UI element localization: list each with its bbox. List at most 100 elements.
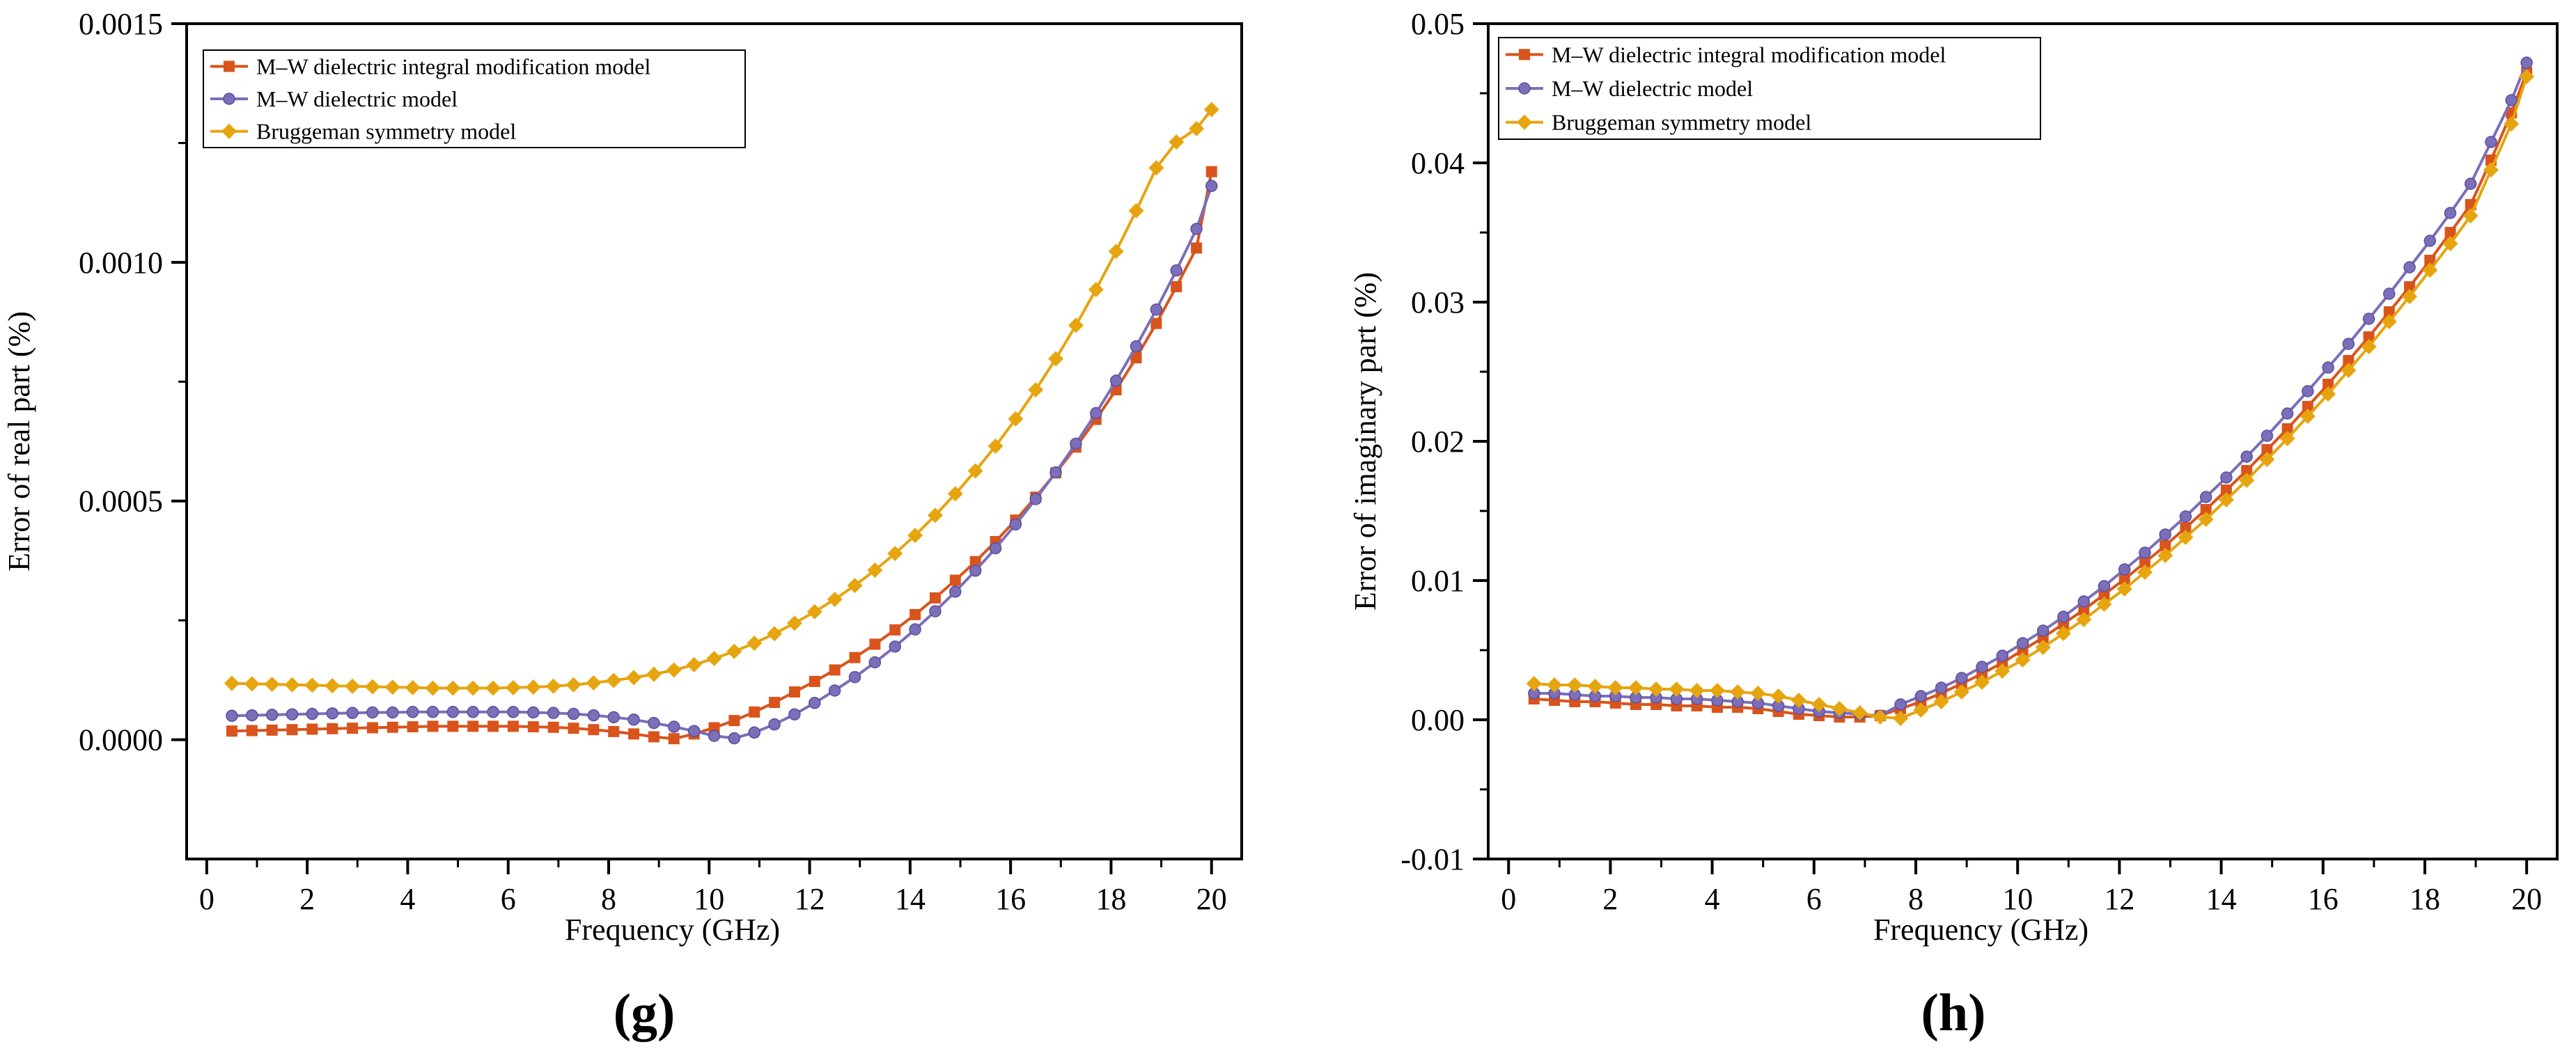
data-point-series-1 [2485,136,2497,148]
chart-g: 0 2 4 6 8 10 12 14 16 18 20 0.0000 0.0005 0.0010 0.001… [2,7,1243,1042]
data-point-series-2 [445,680,461,696]
data-point-series-2 [1189,120,1205,136]
data-point-series-0 [889,624,901,636]
data-point-series-2 [747,636,763,652]
data-point-series-1 [346,707,359,719]
data-point-series-2 [2055,626,2071,641]
data-point-series-1 [246,709,258,722]
data-point-series-0 [2200,504,2212,515]
data-point-series-0 [2281,423,2293,434]
data-point-series-2 [606,672,622,688]
data-point-series-2 [1893,711,1909,726]
data-point-series-2 [2402,289,2418,304]
data-point-series-1 [2261,430,2274,442]
data-point-series-1 [2302,385,2314,397]
data-point-series-1 [949,585,962,598]
data-point-series-1 [467,706,479,718]
data-point-series-2 [2096,597,2112,612]
y-tick-label: 0.04 [1411,146,1465,180]
data-point-series-1 [2362,313,2375,325]
data-point-series-1 [1150,303,1163,316]
data-point-series-1 [1130,340,1143,353]
data-point-series-1 [1090,407,1102,420]
data-point-series-2 [545,678,561,694]
data-point-series-0 [949,574,961,586]
data-point-series-1 [2423,235,2437,247]
data-point-series-1 [547,707,560,719]
data-point-series-0 [2363,331,2375,342]
data-point-series-0 [366,722,378,734]
data-point-series-0 [306,723,318,735]
data-point-series-2 [626,670,642,686]
data-point-series-2 [2239,473,2255,488]
x-tick-label: 0 [199,882,214,916]
data-point-series-2 [1203,102,1219,118]
data-point-series-2 [505,679,521,695]
series-line-2 [1533,76,2529,720]
data-point-series-1 [2179,510,2192,523]
data-point-series-2 [224,675,240,691]
data-point-series-1 [1205,180,1218,192]
data-point-series-1 [265,709,279,721]
data-point-series-2 [967,463,983,479]
data-point-series-0 [507,720,519,732]
data-point-series-2 [666,662,682,678]
x-tick-label: 20 [1196,882,1227,916]
data-point-series-2 [2341,363,2357,378]
data-point-series-0 [2118,574,2130,585]
x-tick-label: 10 [2002,882,2033,916]
y-tick-label: 0.02 [1411,425,1465,459]
data-point-series-2 [646,666,662,682]
data-point-series-1 [2520,56,2533,69]
data-point-series-0 [266,724,278,736]
data-point-series-2 [767,626,783,642]
data-point-series-2 [2504,116,2520,132]
data-point-series-0 [447,720,459,732]
data-point-series-0 [769,697,781,709]
data-point-series-2 [2076,612,2092,627]
y-tick-label: 0.00 [1411,703,1465,737]
data-point-series-1 [2505,94,2518,107]
data-point-series-0 [2383,306,2395,317]
data-point-series-2 [2157,548,2173,563]
data-point-series-2 [2300,409,2316,424]
y-tick-label: 0.05 [1411,7,1465,41]
data-point-series-1 [306,707,319,720]
data-point-series-2 [1128,203,1144,219]
data-point-series-2 [1627,680,1644,695]
plot-frame [185,22,1243,860]
data-point-series-0 [588,724,600,736]
y-axis-label: Error of real part (%) [2,311,36,572]
data-point-series-0 [347,723,359,734]
chart-h: 0 2 4 6 8 10 12 14 16 18 20 -0.01 0.00 0.01 0.02 0.03 0.… [1348,7,2559,1042]
data-point-series-2 [1048,351,1064,367]
data-point-series-2 [2483,162,2499,178]
data-point-series-1 [286,708,299,720]
data-point-series-2 [345,678,361,694]
y-tick-label: 0.03 [1411,285,1465,320]
x-tick-label: 4 [400,882,415,916]
data-point-series-1 [2383,287,2396,300]
legend-marker-0 [224,61,235,72]
data-point-series-2 [2035,640,2051,655]
data-point-series-1 [1170,264,1182,277]
data-point-series-2 [284,677,300,693]
data-point-series-0 [2323,379,2334,390]
data-point-series-2 [465,680,481,696]
legend-label: M–W dielectric model [256,86,458,111]
x-axis-label: Frequency (GHz) [1873,913,2089,947]
data-point-series-2 [1832,701,1848,716]
legend-box [1498,37,2041,140]
data-point-series-1 [2098,580,2111,592]
data-point-series-1 [889,640,901,653]
data-point-series-2 [244,676,260,692]
data-point-series-2 [2519,69,2535,84]
data-point-series-1 [226,709,238,723]
data-point-series-2 [2442,236,2458,251]
x-tick-label: 10 [694,882,724,916]
y-tick-label: 0.0010 [79,246,163,280]
legend-marker-2 [1517,114,1532,130]
data-point-series-2 [2320,386,2336,402]
data-point-series-1 [909,623,921,636]
data-point-series-0 [427,720,439,732]
